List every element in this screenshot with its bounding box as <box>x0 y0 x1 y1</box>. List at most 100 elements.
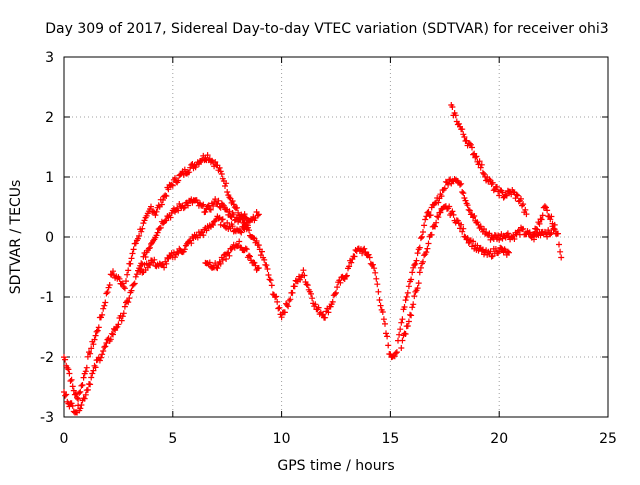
data-point <box>255 265 262 271</box>
data-point <box>246 227 252 234</box>
data-point <box>374 281 381 288</box>
data-point <box>195 161 202 168</box>
data-point <box>312 301 319 308</box>
data-point <box>83 364 90 371</box>
data-point <box>287 296 294 303</box>
data-point <box>523 211 530 218</box>
data-point <box>544 207 551 214</box>
data-point <box>385 342 392 349</box>
data-point <box>241 211 248 218</box>
data-point <box>110 268 116 275</box>
data-point <box>361 245 368 252</box>
data-point <box>382 320 388 327</box>
data-point <box>147 262 153 268</box>
data-point <box>417 264 424 271</box>
data-point <box>218 171 225 177</box>
data-point <box>96 357 103 364</box>
data-point <box>410 301 417 308</box>
data-point <box>413 257 420 264</box>
data-point <box>163 217 170 224</box>
data-point <box>151 256 158 263</box>
data-point <box>139 225 146 232</box>
data-point <box>188 240 195 247</box>
data-point <box>403 293 410 300</box>
tick-labels: 0 5 10 15 20 25 -3 -2 -1 0 1 2 3 <box>40 50 617 447</box>
data-point <box>425 240 432 247</box>
data-point <box>266 276 273 283</box>
data-point <box>175 177 182 184</box>
data-point <box>142 254 149 260</box>
data-point <box>375 288 382 295</box>
data-point <box>66 370 73 377</box>
data-point <box>118 317 125 324</box>
data-point <box>169 182 176 189</box>
data-point <box>268 282 275 289</box>
data-point <box>230 211 237 218</box>
data-point <box>129 250 136 257</box>
data-point <box>67 378 74 384</box>
chart-title: Day 309 of 2017, Sidereal Day-to-day VTE… <box>45 21 608 37</box>
y-tick-label: 2 <box>45 110 54 126</box>
data-point <box>432 200 438 207</box>
data-point <box>94 327 101 334</box>
data-point <box>98 354 104 361</box>
data-point <box>242 245 249 252</box>
y-tick-label: 3 <box>45 50 54 66</box>
data-point <box>200 201 207 208</box>
data-point <box>131 280 138 287</box>
data-point <box>529 231 536 238</box>
data-point <box>462 197 469 204</box>
x-tick-label: 20 <box>490 431 508 447</box>
data-point <box>200 232 207 239</box>
data-point <box>181 166 188 173</box>
data-point <box>459 126 466 133</box>
data-point <box>331 291 338 298</box>
data-point <box>92 332 99 339</box>
data-point <box>510 232 517 239</box>
data-point <box>229 198 236 204</box>
data-point <box>101 344 108 351</box>
data-point <box>539 212 546 219</box>
data-point <box>398 319 405 326</box>
data-point <box>234 204 240 211</box>
data-point <box>446 203 453 210</box>
data-point <box>167 214 174 221</box>
data-point <box>251 259 258 266</box>
data-point <box>464 202 471 209</box>
data-point <box>412 260 419 267</box>
data-point <box>383 330 389 337</box>
data-point <box>100 348 107 354</box>
data-point <box>471 213 478 219</box>
data-point <box>487 248 494 255</box>
data-point <box>255 242 262 249</box>
data-point <box>322 314 329 321</box>
x-tick-label: 5 <box>168 431 177 447</box>
data-point <box>371 265 378 272</box>
data-point <box>230 201 237 208</box>
data-point <box>333 289 339 296</box>
data-point <box>504 230 511 237</box>
data-point <box>496 192 503 199</box>
data-point <box>88 345 95 352</box>
data-point <box>555 230 561 237</box>
data-point <box>224 189 231 195</box>
data-point <box>136 232 143 239</box>
data-point <box>422 216 429 223</box>
data-point <box>160 197 166 203</box>
data-point <box>128 255 135 262</box>
data-point <box>130 246 137 253</box>
data-point <box>255 211 262 218</box>
data-point <box>504 248 511 255</box>
data-point <box>125 299 132 306</box>
data-point <box>124 271 131 278</box>
data-point <box>520 201 527 208</box>
data-point <box>93 328 100 335</box>
data-point <box>219 216 226 223</box>
data-point <box>506 249 512 256</box>
data-point <box>202 208 209 215</box>
data-point <box>119 280 126 287</box>
data-point <box>502 234 509 241</box>
data-point <box>433 219 440 226</box>
data-point <box>434 213 441 220</box>
data-point <box>549 220 556 227</box>
